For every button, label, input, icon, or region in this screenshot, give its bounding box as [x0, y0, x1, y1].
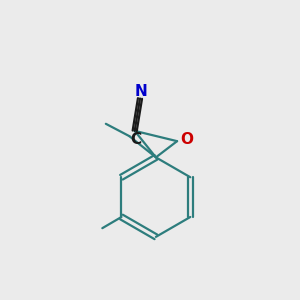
- Text: N: N: [135, 84, 148, 99]
- Text: C: C: [130, 132, 142, 147]
- Text: O: O: [180, 132, 193, 147]
